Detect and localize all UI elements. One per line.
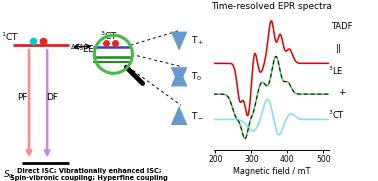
Text: $^3$LE: $^3$LE (328, 64, 344, 77)
Title: Time-resolved EPR spectra: Time-resolved EPR spectra (211, 1, 332, 10)
Polygon shape (171, 106, 187, 125)
Text: +: + (338, 88, 345, 97)
X-axis label: Magnetic field / mT: Magnetic field / mT (232, 167, 310, 176)
Text: Direct ISC; Vibrationally enhanced ISC;: Direct ISC; Vibrationally enhanced ISC; (17, 167, 161, 174)
Text: TADF: TADF (331, 22, 352, 31)
Text: Spin-vibronic coupling; Hyperfine coupling: Spin-vibronic coupling; Hyperfine coupli… (10, 175, 168, 181)
Text: $^3$CT: $^3$CT (328, 108, 345, 121)
Text: ||: || (336, 44, 342, 53)
Text: DF: DF (46, 93, 59, 102)
Polygon shape (171, 31, 187, 51)
Text: $\Delta E_{ST}$: $\Delta E_{ST}$ (70, 43, 88, 53)
Text: $S_0$: $S_0$ (3, 168, 15, 181)
Text: T$_+$: T$_+$ (191, 35, 204, 47)
Text: T$_-$: T$_-$ (191, 110, 204, 120)
Text: T$_0$: T$_0$ (191, 71, 202, 83)
Polygon shape (171, 67, 187, 87)
Text: PF: PF (17, 93, 28, 102)
Text: $^3$CT: $^3$CT (100, 30, 118, 42)
Polygon shape (171, 67, 187, 87)
Text: $^3$LE: $^3$LE (78, 43, 94, 55)
Text: $^1$CT: $^1$CT (1, 30, 19, 43)
